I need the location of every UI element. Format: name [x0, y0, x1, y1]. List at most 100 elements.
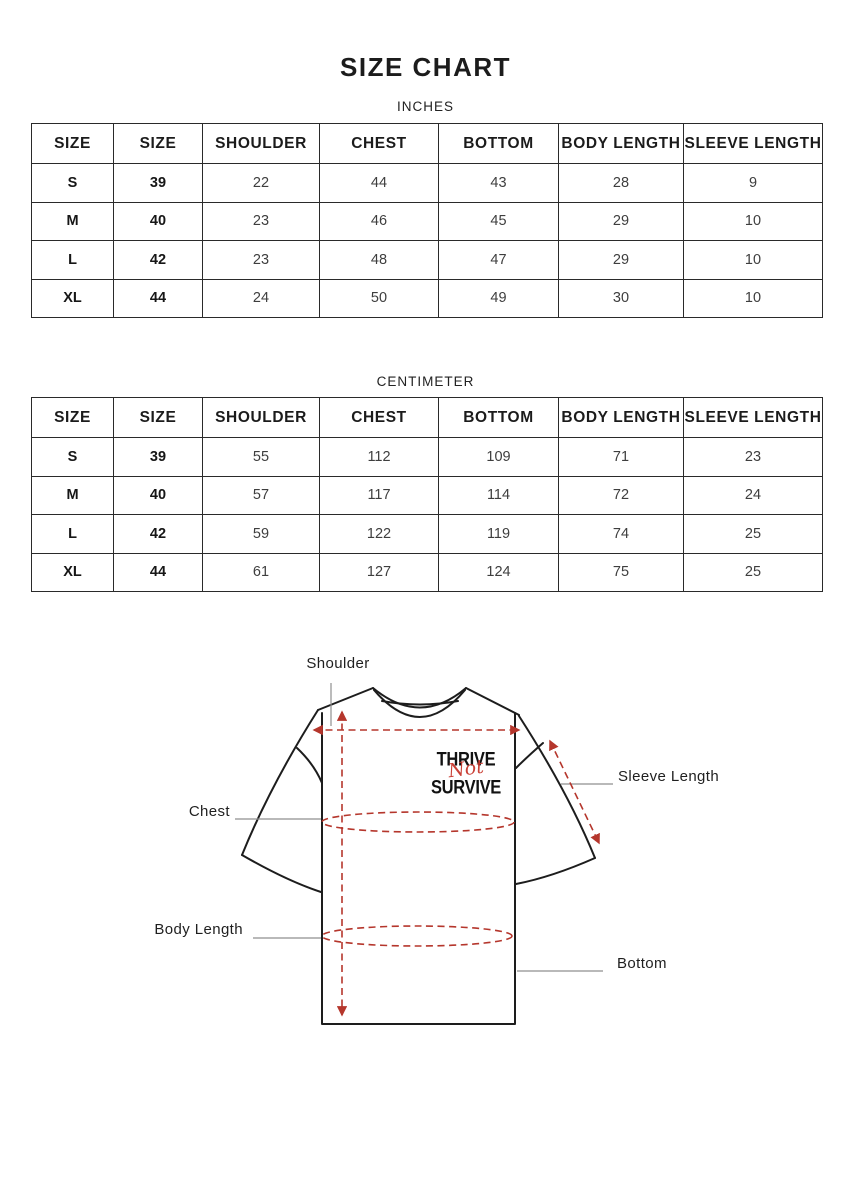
value-cell: 119: [438, 514, 559, 554]
column-header: SIZE: [113, 397, 203, 438]
size-code-cell: 44: [113, 278, 203, 318]
column-header: SIZE: [31, 397, 114, 438]
value-cell: 23: [202, 240, 320, 280]
table-row: L 42 59 122 119 74 25: [31, 514, 823, 554]
value-cell: 10: [683, 201, 823, 241]
value-cell: 57: [202, 475, 320, 515]
table-row: S 39 22 44 43 28 9: [31, 163, 823, 203]
label-shoulder: Shoulder: [306, 655, 370, 672]
column-header: SIZE: [31, 123, 114, 164]
value-cell: 45: [438, 201, 559, 241]
table-row: XL 44 61 127 124 75 25: [31, 552, 823, 592]
value-cell: 30: [558, 278, 684, 318]
value-cell: 124: [438, 552, 559, 592]
size-cell: S: [31, 437, 114, 477]
tshirt-svg: [235, 683, 613, 1025]
print-line-thrive: THRIVE: [436, 748, 496, 771]
value-cell: 10: [683, 240, 823, 280]
value-cell: 50: [319, 278, 439, 318]
tshirt-measurement-diagram: [0, 640, 851, 1100]
header-row: SIZE SIZE SHOULDER CHEST BOTTOM BODY LENGTH SL…: [31, 123, 823, 164]
value-cell: 44: [319, 163, 439, 203]
label-chest: Chest: [188, 803, 230, 820]
size-table-centimeter: SIZE SIZE SHOULDER CHEST BOTTOM BODY LENGTH SL…: [31, 397, 823, 592]
table-row: S 39 55 112 109 71 23: [31, 437, 823, 477]
value-cell: 49: [438, 278, 559, 318]
label-sleeve-length: Sleeve Length: [618, 768, 720, 785]
column-header: BODY LENGTH: [558, 397, 684, 438]
unit-label-centimeter: CENTIMETER: [376, 374, 475, 389]
value-cell: 29: [558, 201, 684, 241]
value-cell: 24: [683, 475, 823, 515]
value-cell: 29: [558, 240, 684, 280]
column-header: SIZE: [113, 123, 203, 164]
size-table-inches: SIZE SIZE SHOULDER CHEST BOTTOM BODY LENGTH SL…: [31, 123, 823, 318]
value-cell: 9: [683, 163, 823, 203]
table-row: M 40 23 46 45 29 10: [31, 201, 823, 241]
size-code-cell: 44: [113, 552, 203, 592]
value-cell: 75: [558, 552, 684, 592]
size-cell: L: [31, 514, 114, 554]
value-cell: 109: [438, 437, 559, 477]
size-cell: M: [31, 475, 114, 515]
label-leader-lines: [235, 683, 613, 972]
value-cell: 24: [202, 278, 320, 318]
measurement-annotations: [312, 710, 600, 1017]
value-cell: 23: [202, 201, 320, 241]
size-cell: L: [31, 240, 114, 280]
label-bottom: Bottom: [617, 955, 667, 972]
value-cell: 72: [558, 475, 684, 515]
value-cell: 10: [683, 278, 823, 318]
table-row: XL 44 24 50 49 30 10: [31, 278, 823, 318]
value-cell: 59: [202, 514, 320, 554]
sleeve-length-arrow: [549, 739, 600, 845]
column-header: BODY LENGTH: [558, 123, 684, 164]
value-cell: 25: [683, 552, 823, 592]
value-cell: 112: [319, 437, 439, 477]
value-cell: 43: [438, 163, 559, 203]
unit-label-inches: INCHES: [396, 99, 454, 114]
size-code-cell: 42: [113, 240, 203, 280]
size-cell: XL: [31, 552, 114, 592]
size-code-cell: 40: [113, 201, 203, 241]
column-header: SHOULDER: [202, 123, 320, 164]
value-cell: 28: [558, 163, 684, 203]
value-cell: 114: [438, 475, 559, 515]
column-header: CHEST: [319, 397, 439, 438]
label-body-length: Body Length: [154, 921, 243, 938]
value-cell: 48: [319, 240, 439, 280]
header-row: SIZE SIZE SHOULDER CHEST BOTTOM BODY LENGTH SL…: [31, 397, 823, 438]
size-cell: S: [31, 163, 114, 203]
column-header: SLEEVE LENGTH: [683, 397, 823, 438]
bottom-ellipse: [321, 925, 513, 947]
column-header: SLEEVE LENGTH: [683, 123, 823, 164]
size-code-cell: 42: [113, 514, 203, 554]
page-title: SIZE CHART: [340, 52, 511, 82]
value-cell: 46: [319, 201, 439, 241]
value-cell: 74: [558, 514, 684, 554]
value-cell: 47: [438, 240, 559, 280]
value-cell: 61: [202, 552, 320, 592]
value-cell: 25: [683, 514, 823, 554]
size-code-cell: 39: [113, 437, 203, 477]
value-cell: 127: [319, 552, 439, 592]
value-cell: 122: [319, 514, 439, 554]
value-cell: 22: [202, 163, 320, 203]
size-code-cell: 39: [113, 163, 203, 203]
value-cell: 55: [202, 437, 320, 477]
table-row: L 42 23 48 47 29 10: [31, 240, 823, 280]
column-header: BOTTOM: [438, 123, 559, 164]
value-cell: 117: [319, 475, 439, 515]
column-header: SHOULDER: [202, 397, 320, 438]
column-header: CHEST: [319, 123, 439, 164]
value-cell: 23: [683, 437, 823, 477]
value-cell: 71: [558, 437, 684, 477]
table-row: M 40 57 117 114 72 24: [31, 475, 823, 515]
shirt-print: THRIVE SURVIVE Not: [429, 748, 503, 798]
size-code-cell: 40: [113, 475, 203, 515]
size-cell: XL: [31, 278, 114, 318]
print-line-survive: SURVIVE: [430, 776, 502, 798]
tshirt-outline: [241, 687, 596, 1025]
size-cell: M: [31, 201, 114, 241]
